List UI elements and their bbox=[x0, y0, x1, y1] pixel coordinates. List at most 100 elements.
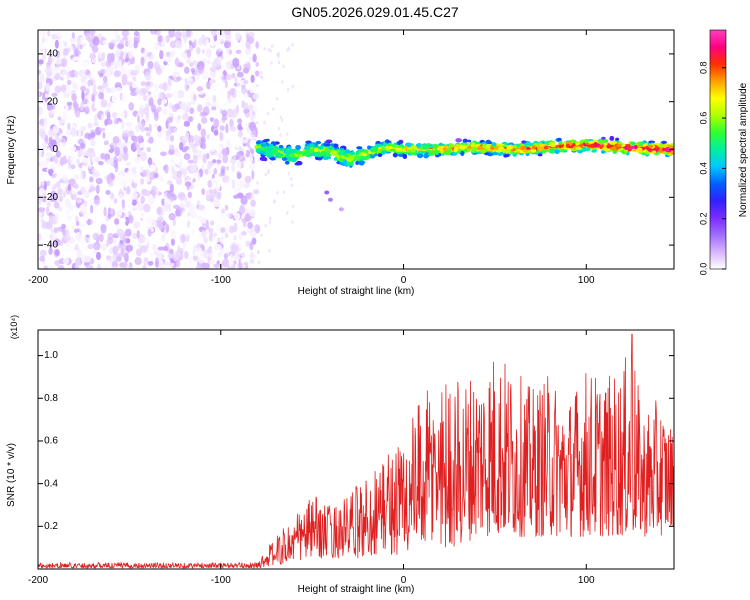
signal-cell bbox=[490, 146, 495, 150]
noise-cell bbox=[80, 85, 86, 92]
noise-cell bbox=[183, 37, 187, 44]
noise-cell bbox=[251, 169, 255, 180]
noise-cell bbox=[93, 199, 101, 206]
noise-cell bbox=[56, 150, 61, 158]
noise-cell bbox=[194, 30, 201, 38]
noise-cell bbox=[165, 265, 172, 269]
noise-cell bbox=[153, 82, 159, 93]
signal-cell bbox=[337, 151, 344, 156]
noise-cell bbox=[190, 164, 197, 173]
noise-cell bbox=[209, 227, 214, 234]
noise-cell bbox=[199, 142, 203, 149]
noise-cell bbox=[69, 155, 75, 165]
noise-cell bbox=[92, 232, 100, 241]
signal-cell bbox=[381, 150, 387, 155]
noise-cell bbox=[239, 204, 246, 215]
noise-cell bbox=[107, 101, 113, 108]
noise-cell bbox=[229, 118, 234, 128]
noise-cell bbox=[174, 57, 180, 67]
noise-cell bbox=[250, 251, 254, 257]
signal-cell bbox=[584, 138, 588, 144]
noise-cell bbox=[192, 60, 198, 66]
noise-cell bbox=[187, 191, 193, 199]
noise-cell bbox=[118, 59, 122, 69]
noise-cell bbox=[207, 163, 212, 170]
noise-cell bbox=[113, 118, 118, 125]
noise-cell bbox=[69, 37, 77, 43]
noise-cell bbox=[106, 111, 111, 122]
noise-cell bbox=[249, 56, 253, 62]
signal-cell bbox=[531, 145, 536, 150]
noise-cell bbox=[237, 118, 243, 124]
noise-cell bbox=[140, 188, 148, 196]
noise-cell bbox=[89, 84, 93, 94]
signal-cell bbox=[495, 149, 502, 153]
noise-cell bbox=[254, 70, 260, 77]
noise-cell bbox=[113, 70, 122, 78]
noise-cell bbox=[152, 95, 158, 101]
noise-cell bbox=[159, 59, 164, 66]
noise-cell bbox=[148, 97, 154, 106]
noise-cell bbox=[134, 136, 140, 143]
noise-cell bbox=[153, 112, 159, 122]
noise-cell bbox=[290, 177, 293, 181]
noise-cell bbox=[63, 234, 72, 242]
noise-cell bbox=[291, 43, 294, 47]
signal-cell bbox=[520, 145, 526, 151]
colorbar-scale bbox=[709, 29, 727, 270]
noise-cell bbox=[84, 108, 90, 114]
noise-cell bbox=[53, 201, 60, 209]
noise-cell bbox=[91, 45, 99, 54]
snr-ylabel: SNR (10 * v/v) bbox=[6, 443, 17, 507]
noise-cell bbox=[222, 237, 228, 247]
noise-cell bbox=[219, 248, 225, 253]
noise-cell bbox=[181, 200, 186, 206]
noise-cell bbox=[231, 50, 237, 57]
signal-cell bbox=[419, 150, 426, 154]
noise-cell bbox=[148, 136, 154, 144]
noise-cell bbox=[61, 118, 67, 124]
noise-cell bbox=[90, 248, 95, 257]
signal-cell bbox=[301, 152, 306, 156]
noise-cell bbox=[66, 79, 72, 86]
noise-cell bbox=[186, 49, 191, 58]
noise-cell bbox=[38, 207, 46, 212]
noise-cell bbox=[133, 30, 140, 37]
noise-cell bbox=[211, 106, 217, 111]
noise-cell bbox=[170, 230, 176, 240]
noise-cell bbox=[68, 69, 73, 77]
noise-cell bbox=[100, 99, 108, 108]
noise-cell bbox=[103, 258, 111, 266]
signal-cell bbox=[303, 146, 311, 150]
noise-cell bbox=[184, 82, 190, 92]
noise-cell bbox=[70, 127, 78, 137]
noise-cell bbox=[236, 172, 242, 180]
noise-cell bbox=[71, 32, 76, 39]
noise-cell bbox=[157, 246, 164, 251]
noise-cell bbox=[230, 108, 239, 118]
noise-cell bbox=[224, 41, 232, 48]
noise-cell bbox=[282, 64, 285, 69]
noise-cell bbox=[168, 30, 175, 38]
noise-cell bbox=[253, 189, 260, 195]
noise-cell bbox=[131, 191, 139, 199]
noise-cell bbox=[248, 37, 254, 45]
signal-cell bbox=[295, 150, 302, 155]
noise-cell bbox=[122, 130, 130, 137]
noise-cell bbox=[167, 128, 171, 137]
noise-cell bbox=[186, 101, 192, 109]
noise-cell bbox=[66, 101, 73, 106]
noise-cell bbox=[144, 126, 150, 132]
noise-cell bbox=[267, 170, 270, 175]
signal-cell bbox=[471, 146, 476, 153]
signal-cell bbox=[349, 151, 356, 156]
noise-cell bbox=[220, 36, 224, 44]
noise-cell bbox=[55, 30, 63, 38]
noise-cell bbox=[221, 174, 230, 183]
snr-series-line bbox=[38, 333, 674, 569]
signal-cell bbox=[348, 156, 355, 160]
noise-cell bbox=[279, 133, 282, 138]
noise-cell bbox=[80, 79, 88, 87]
noise-cell bbox=[119, 221, 124, 229]
noise-cell bbox=[142, 264, 147, 269]
